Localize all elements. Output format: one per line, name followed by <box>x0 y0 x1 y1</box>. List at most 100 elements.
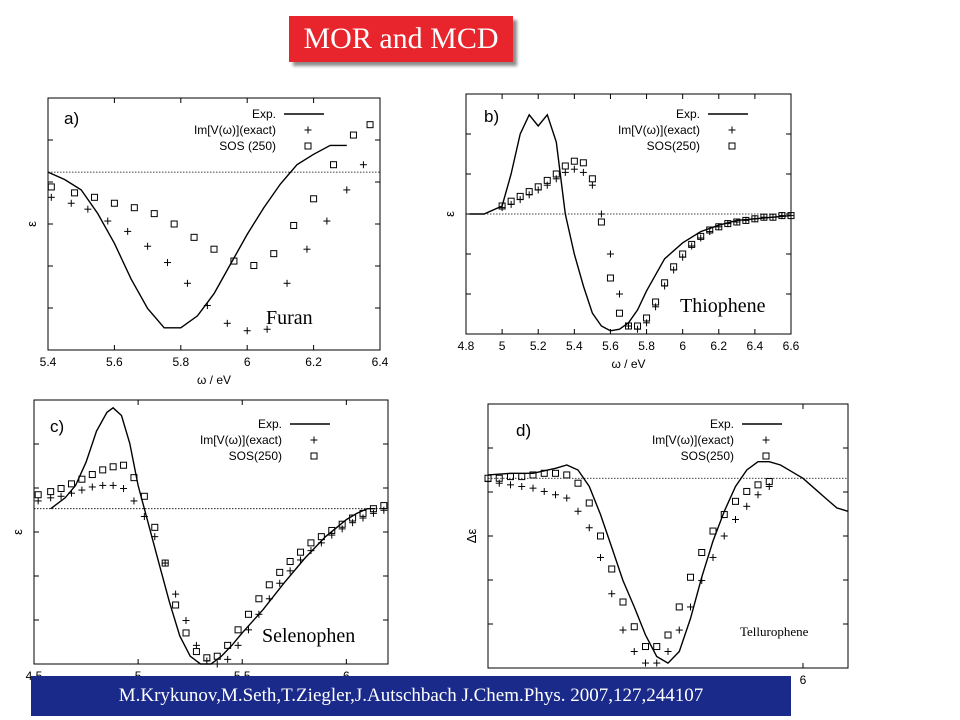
sos-point <box>634 322 642 330</box>
sos-point <box>498 202 506 210</box>
exact-point <box>47 193 55 201</box>
exact-point <box>507 481 514 489</box>
exact-point <box>687 603 694 611</box>
chart-panel-c: 4.555.56εc)Exp.Im[V(ω)](exact)SOS(250)Se… <box>8 392 392 683</box>
exact-point <box>182 617 190 625</box>
y-axis-label: ε <box>24 221 39 227</box>
sos-point <box>709 527 717 535</box>
legend-label: Exp. <box>258 417 282 431</box>
legend-label: Im[V(ω)](exact) <box>618 123 700 137</box>
legend-label: Im[V(ω)](exact) <box>652 433 734 447</box>
exact-point <box>140 512 148 520</box>
chart-svg: 5.4 5.6 5.8 6 6.2 6.4 ω / eV ε a) Exp. Im[V(ω)](ex… <box>24 97 389 387</box>
legend-label: Im[V(ω)](exact) <box>194 123 276 137</box>
sos-point <box>715 223 723 231</box>
exact-point <box>263 325 271 333</box>
exp-line <box>50 406 376 665</box>
sos-point <box>210 245 218 253</box>
reference-box: M.Krykunov,M.Seth,T.Ziegler,J.Autschbach… <box>31 676 791 716</box>
sos-point <box>724 220 732 228</box>
chart-svg: 4.8 5 5.2 5.4 5.6 5.8 6 6.2 6.4 6.6 ω / eV ε b) Exp. I… <box>442 93 800 371</box>
exact-point <box>183 279 191 287</box>
sos-point <box>330 161 338 169</box>
sos-point <box>34 491 42 499</box>
sos-point <box>47 488 55 496</box>
exact-point <box>720 532 728 540</box>
sos-point <box>359 509 367 517</box>
exact-point <box>574 507 582 515</box>
exact-point <box>130 497 138 505</box>
x-tick-label: 6 <box>800 673 807 687</box>
series-line <box>487 461 849 664</box>
exact-point <box>317 539 325 547</box>
sos-point <box>552 469 559 477</box>
sos-point <box>661 279 669 287</box>
sos-point <box>349 131 357 139</box>
exact-point <box>552 491 559 499</box>
sos-point <box>297 548 305 556</box>
exact-point <box>751 215 759 223</box>
exact-point <box>369 509 377 517</box>
exact-point <box>67 199 75 207</box>
chart-panel-a: 5.4 5.6 5.8 6 6.2 6.4 ω / eV ε a) Exp. Im[V(ω)](ex… <box>8 84 389 387</box>
sos-point <box>675 603 683 611</box>
exact-point <box>579 168 587 176</box>
exact-point <box>359 161 367 169</box>
exact-point <box>552 175 560 183</box>
sos-point <box>765 478 773 486</box>
sos-point <box>203 654 211 662</box>
x-tick-label: 6 <box>679 339 686 353</box>
exact-point <box>518 483 526 490</box>
panel-label: a) <box>64 109 79 128</box>
chart-svg: 4.555.56εc)Exp.Im[V(ω)](exact)SOS(250)Se… <box>10 399 389 683</box>
sos-point <box>130 204 138 212</box>
sos-point <box>630 623 638 631</box>
sos-point <box>597 218 605 226</box>
sos-point <box>697 232 705 240</box>
exact-point <box>265 595 273 603</box>
sos-point <box>234 626 242 634</box>
sos-point <box>606 274 614 282</box>
sos-point <box>140 492 148 500</box>
exact-point <box>338 525 346 533</box>
legend-square-swatch <box>728 142 736 150</box>
sos-point <box>213 652 221 660</box>
sos-point <box>78 475 86 483</box>
molecule-name: Furan <box>266 307 313 329</box>
exact-point <box>625 322 632 330</box>
sos-point <box>597 532 604 540</box>
exact-point <box>67 489 75 497</box>
molecule-name: Selenophen <box>262 625 355 647</box>
sos-point <box>687 573 694 581</box>
reference-citation: M.Krykunov,M.Seth,T.Ziegler,J.Autschbach… <box>118 685 704 706</box>
sos-point <box>244 610 252 618</box>
exact-point <box>84 205 92 213</box>
sos-point <box>679 250 687 258</box>
sos-point <box>574 479 582 487</box>
exact-point <box>213 660 221 668</box>
sos-point <box>732 497 739 505</box>
sos-point <box>525 188 533 196</box>
exact-point <box>652 303 660 311</box>
exact-point <box>585 524 593 532</box>
exact-point <box>203 302 211 310</box>
exact-point <box>243 327 251 335</box>
x-tick-label: 5.6 <box>106 355 123 369</box>
sos-point <box>310 195 318 203</box>
sos-point <box>778 212 786 220</box>
exact-point <box>283 279 291 287</box>
sos-point <box>484 474 492 482</box>
x-tick-label: 5.6 <box>602 339 619 353</box>
exact-point <box>642 659 649 667</box>
sos-point <box>307 539 315 547</box>
exact-point <box>630 648 638 655</box>
legend-plus-swatch <box>762 436 770 444</box>
sos-point <box>529 471 537 479</box>
exact-point <box>563 494 571 502</box>
series-square <box>498 157 795 330</box>
exact-point <box>498 204 506 212</box>
sos-point <box>543 176 551 184</box>
exact-point <box>597 553 604 561</box>
sos-point <box>760 213 768 221</box>
sos-point <box>698 549 706 556</box>
